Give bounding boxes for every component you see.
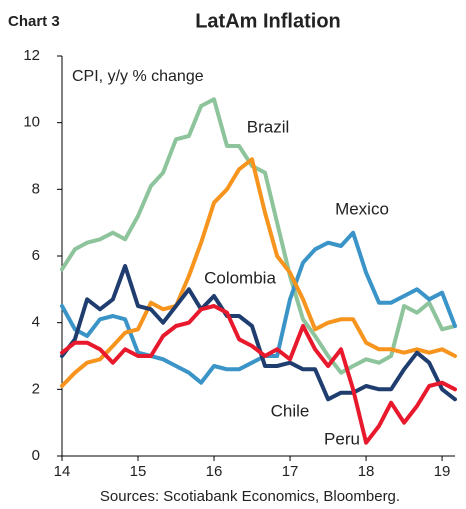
series-line bbox=[60, 157, 457, 388]
y-tick-label: 12 bbox=[23, 47, 40, 64]
series-label: Chile bbox=[271, 401, 310, 420]
chart-label: Chart 3 bbox=[8, 13, 60, 30]
series-line bbox=[60, 304, 457, 445]
x-tick-label: 17 bbox=[282, 463, 299, 480]
series-line bbox=[60, 97, 457, 375]
y-tick-label: 8 bbox=[32, 180, 40, 197]
x-tick-label: 14 bbox=[54, 463, 71, 480]
y-axis-label: CPI, y/y % change bbox=[72, 68, 204, 85]
series-line bbox=[60, 230, 457, 385]
chart-title: LatAm Inflation bbox=[195, 10, 341, 32]
x-tick-label: 19 bbox=[434, 463, 451, 480]
y-tick-label: 0 bbox=[32, 447, 40, 464]
source: Sources: Scotiabank Economics, Bloomberg… bbox=[100, 488, 400, 505]
x-tick-label: 16 bbox=[206, 463, 223, 480]
y-tick-label: 6 bbox=[32, 247, 40, 264]
series-line bbox=[60, 264, 457, 402]
series-label: Peru bbox=[324, 429, 360, 448]
series-label: Mexico bbox=[335, 199, 389, 218]
series-label: Colombia bbox=[204, 268, 276, 287]
x-tick-label: 18 bbox=[358, 463, 375, 480]
y-tick-label: 4 bbox=[32, 314, 40, 331]
y-tick-label: 10 bbox=[23, 114, 40, 131]
y-tick-label: 2 bbox=[32, 380, 40, 397]
series-label: Brazil bbox=[247, 117, 290, 136]
x-tick-label: 15 bbox=[130, 463, 147, 480]
